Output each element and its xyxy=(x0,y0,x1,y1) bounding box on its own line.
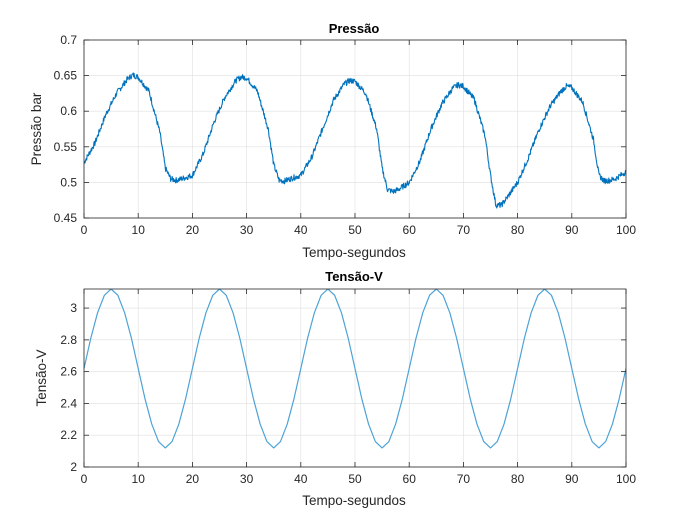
pressure-x-tick-label: 50 xyxy=(348,223,362,237)
pressure-y-tick-label: 0.6 xyxy=(60,104,77,118)
pressure-y-tick-label: 0.55 xyxy=(54,140,78,154)
pressure-x-tick-label: 90 xyxy=(565,223,579,237)
voltage-y-tick-label: 2.6 xyxy=(60,365,77,379)
pressure-x-tick-label: 80 xyxy=(511,223,525,237)
pressure-x-tick-label: 40 xyxy=(294,223,308,237)
voltage-y-tick-label: 2 xyxy=(70,460,77,474)
voltage-x-tick-label: 20 xyxy=(186,472,200,486)
voltage-grid xyxy=(83,289,627,468)
pressure-x-tick-label: 100 xyxy=(616,223,636,237)
pressure-x-tick-label: 10 xyxy=(132,223,146,237)
pressure-x-tick-label: 70 xyxy=(457,223,471,237)
voltage-x-tick-label: 50 xyxy=(348,472,362,486)
voltage-x-tick-label: 40 xyxy=(294,472,308,486)
voltage-x-tick-label: 90 xyxy=(565,472,579,486)
pressure-x-tick-label: 60 xyxy=(403,223,417,237)
voltage-chart: Tensão-V Tempo-segundos Tensão-V 0 10 20 30… xyxy=(34,269,636,508)
voltage-chart-title: Tensão-V xyxy=(325,269,383,284)
voltage-y-tick-label: 3 xyxy=(70,301,77,315)
pressure-chart: Pressão Tempo-segundos Pressão bar 0 10 20… xyxy=(29,21,636,260)
pressure-x-tick-label: 20 xyxy=(186,223,200,237)
pressure-series-line xyxy=(84,72,626,209)
voltage-x-tick-label: 100 xyxy=(616,472,636,486)
pressure-y-tick-label: 0.65 xyxy=(54,69,78,83)
voltage-x-tick-label: 80 xyxy=(511,472,525,486)
voltage-y-axis-label: Tensão-V xyxy=(34,349,49,406)
pressure-x-axis-label: Tempo-segundos xyxy=(302,245,406,260)
voltage-x-tick-label: 10 xyxy=(132,472,146,486)
voltage-x-axis-label: Tempo-segundos xyxy=(302,493,406,508)
voltage-y-tick-label: 2.4 xyxy=(60,396,77,410)
voltage-x-tick-label: 60 xyxy=(403,472,417,486)
pressure-x-tick-label: 30 xyxy=(240,223,254,237)
voltage-series-line xyxy=(84,289,626,449)
voltage-x-tick-label: 70 xyxy=(457,472,471,486)
pressure-y-tick-label: 0.7 xyxy=(60,33,77,47)
voltage-y-tick-label: 2.2 xyxy=(60,428,77,442)
voltage-y-tick-label: 2.8 xyxy=(60,333,77,347)
voltage-x-tick-label: 0 xyxy=(81,472,88,486)
pressure-y-axis-label: Pressão bar xyxy=(29,92,44,165)
pressure-y-tick-label: 0.5 xyxy=(60,175,77,189)
pressure-grid xyxy=(83,39,627,219)
voltage-x-tick-label: 30 xyxy=(240,472,254,486)
pressure-x-tick-label: 0 xyxy=(81,223,88,237)
pressure-y-tick-label: 0.45 xyxy=(54,211,78,225)
pressure-chart-title: Pressão xyxy=(329,21,380,36)
